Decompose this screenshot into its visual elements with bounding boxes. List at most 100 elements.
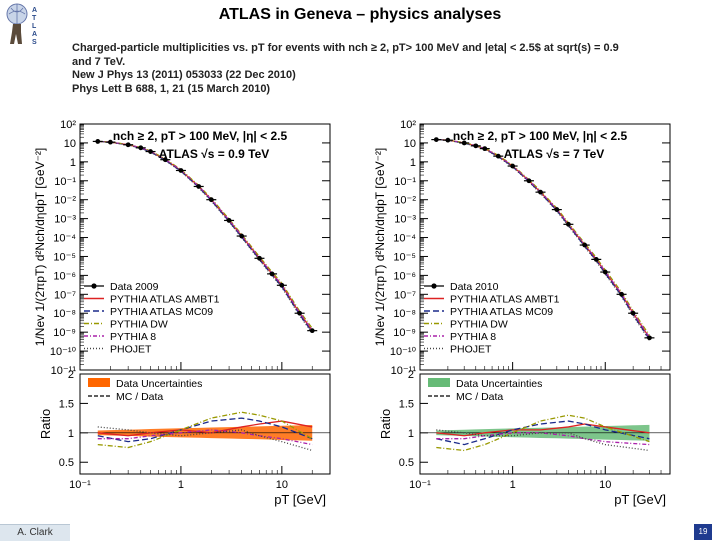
x-tick-label: 1	[510, 479, 516, 491]
y-tick-label: 10⁻¹	[394, 176, 416, 188]
y-tick-label: 1	[70, 157, 76, 169]
ratio-tick-label: 1.5	[59, 398, 74, 410]
data-point	[257, 255, 262, 261]
x-tick-label: 10	[599, 479, 611, 491]
ratio-axis-label: Ratio	[378, 409, 393, 439]
data-point	[482, 146, 488, 152]
y-tick-label: 10⁻¹	[54, 176, 76, 188]
y-tick-label: 10⁻⁹	[53, 327, 76, 339]
legend-label: PHOJET	[450, 344, 492, 356]
data-point	[619, 291, 624, 297]
y-tick-label: 10⁻⁸	[53, 308, 76, 320]
ratio-legend-band	[88, 378, 110, 387]
ratio-curve	[97, 417, 313, 443]
ratio-curve	[436, 420, 650, 446]
caption-line: Charged-particle multiplicities vs. pT f…	[72, 42, 619, 54]
ratio-curve	[97, 429, 313, 446]
data-point	[208, 197, 214, 203]
data-point	[239, 233, 245, 239]
x-axis-label: pT [GeV]	[614, 492, 666, 507]
y-tick-label: 10⁻⁴	[393, 233, 416, 245]
data-point	[297, 310, 303, 316]
ratio-tick-label: 1	[408, 428, 414, 440]
y-tick-label: 10	[404, 138, 416, 150]
data-point	[95, 139, 101, 144]
ratio-axis-label: Ratio	[38, 409, 53, 439]
legend-label: PYTHIA ATLAS AMBT1	[110, 294, 220, 306]
y-tick-label: 10⁻⁶	[393, 270, 416, 282]
y-tick-label: 10⁻¹¹	[51, 365, 77, 377]
y-tick-label: 10⁻³	[54, 214, 76, 226]
data-point	[196, 184, 202, 189]
legend-label: PYTHIA ATLAS MC09	[110, 306, 213, 318]
x-axis-label: pT [GeV]	[274, 492, 326, 507]
legend-label: PYTHIA 8	[450, 331, 496, 343]
y-tick-label: 10⁻⁵	[393, 251, 416, 263]
author-footer: A. Clark	[0, 524, 70, 541]
legend-label: PYTHIA ATLAS MC09	[450, 306, 553, 318]
caption-line: and 7 TeV.	[72, 55, 126, 68]
data-point	[445, 137, 451, 143]
y-tick-label: 10⁻⁶	[53, 270, 76, 282]
ratio-curve	[97, 426, 313, 452]
main-plot-frame	[419, 123, 671, 371]
ratio-legend-label: MC / Data	[116, 391, 163, 403]
selection-label: nch ≥ 2, pT > 100 MeV, |η| < 2.5	[113, 129, 288, 143]
data-point	[495, 153, 501, 159]
experiment-label: ATLAS √s = 7 TeV	[504, 147, 605, 161]
data-point	[602, 269, 608, 275]
ratio-tick-label: 0.5	[59, 457, 74, 469]
y-tick-label: 10⁻⁷	[394, 289, 416, 301]
atlas-logo: A T L A S	[6, 3, 37, 46]
x-tick-label: 10⁻¹	[409, 479, 431, 491]
y-axis-label: 1/Nev 1/(2πpT) d²Nch/dηdpT [GeV⁻²]	[373, 148, 387, 346]
legend-label: PYTHIA DW	[110, 319, 168, 331]
mc-curve	[97, 140, 313, 331]
data-point	[538, 189, 543, 195]
y-tick-label: 10²	[400, 119, 416, 131]
data-point	[125, 142, 131, 148]
ratio-tick-label: 0.5	[399, 457, 414, 469]
caption-line: Phys Lett B 688, 1, 21 (15 March 2010)	[72, 82, 271, 95]
ratio-legend-label: Data Uncertainties	[116, 378, 202, 390]
experiment-label: ATLAS √s = 0.9 TeV	[159, 147, 270, 161]
slide-caption: Charged-particle multiplicities vs. pT f…	[72, 42, 692, 96]
data-point	[526, 178, 532, 184]
data-point	[148, 149, 153, 154]
legend-marker	[91, 283, 97, 289]
ratio-tick-label: 2	[68, 369, 74, 381]
y-tick-label: 10²	[60, 119, 76, 131]
data-point	[433, 137, 439, 142]
y-tick-label: 10⁻¹¹	[391, 365, 417, 377]
x-tick-label: 10	[276, 479, 288, 491]
y-tick-label: 10⁻¹⁰	[50, 346, 77, 358]
data-point	[473, 143, 479, 149]
y-tick-label: 10⁻⁹	[393, 327, 416, 339]
data-point	[554, 207, 560, 212]
slide-title: ATLAS in Geneva – physics analyses	[218, 6, 502, 23]
ratio-tick-label: 2	[408, 369, 414, 381]
y-tick-label: 10⁻⁵	[53, 251, 76, 263]
y-axis-label: 1/Nev 1/(2πpT) d²Nch/dηdpT [GeV⁻²]	[33, 148, 47, 346]
chart-0-9-tev: 10²10110⁻¹10⁻²10⁻³10⁻⁴10⁻⁵10⁻⁶10⁻⁷10⁻⁸10…	[33, 119, 331, 507]
ratio-tick-label: 1	[68, 428, 74, 440]
y-tick-label: 1	[410, 157, 416, 169]
caption-line: New J Phys 13 (2011) 053033 (22 Dec 2010…	[72, 69, 296, 81]
y-tick-label: 10⁻⁷	[54, 289, 76, 301]
ratio-tick-label: 1.5	[399, 398, 414, 410]
data-point	[279, 282, 285, 288]
legend-marker	[431, 283, 437, 289]
legend-label: PYTHIA DW	[450, 319, 508, 331]
x-tick-label: 1	[178, 479, 184, 491]
y-tick-label: 10⁻¹⁰	[390, 346, 417, 358]
legend-label: PHOJET	[110, 344, 152, 356]
page-number: 19	[694, 524, 712, 540]
data-point	[226, 218, 232, 223]
chart-7-tev: 10²10110⁻¹10⁻²10⁻³10⁻⁴10⁻⁵10⁻⁶10⁻⁷10⁻⁸10…	[373, 119, 671, 507]
data-point	[107, 139, 113, 145]
svg-text:L: L	[32, 23, 37, 30]
ratio-legend-label: Data Uncertainties	[456, 378, 542, 390]
ratio-legend-band	[428, 378, 450, 387]
data-point	[647, 335, 652, 341]
x-tick-label: 10⁻¹	[69, 479, 91, 491]
